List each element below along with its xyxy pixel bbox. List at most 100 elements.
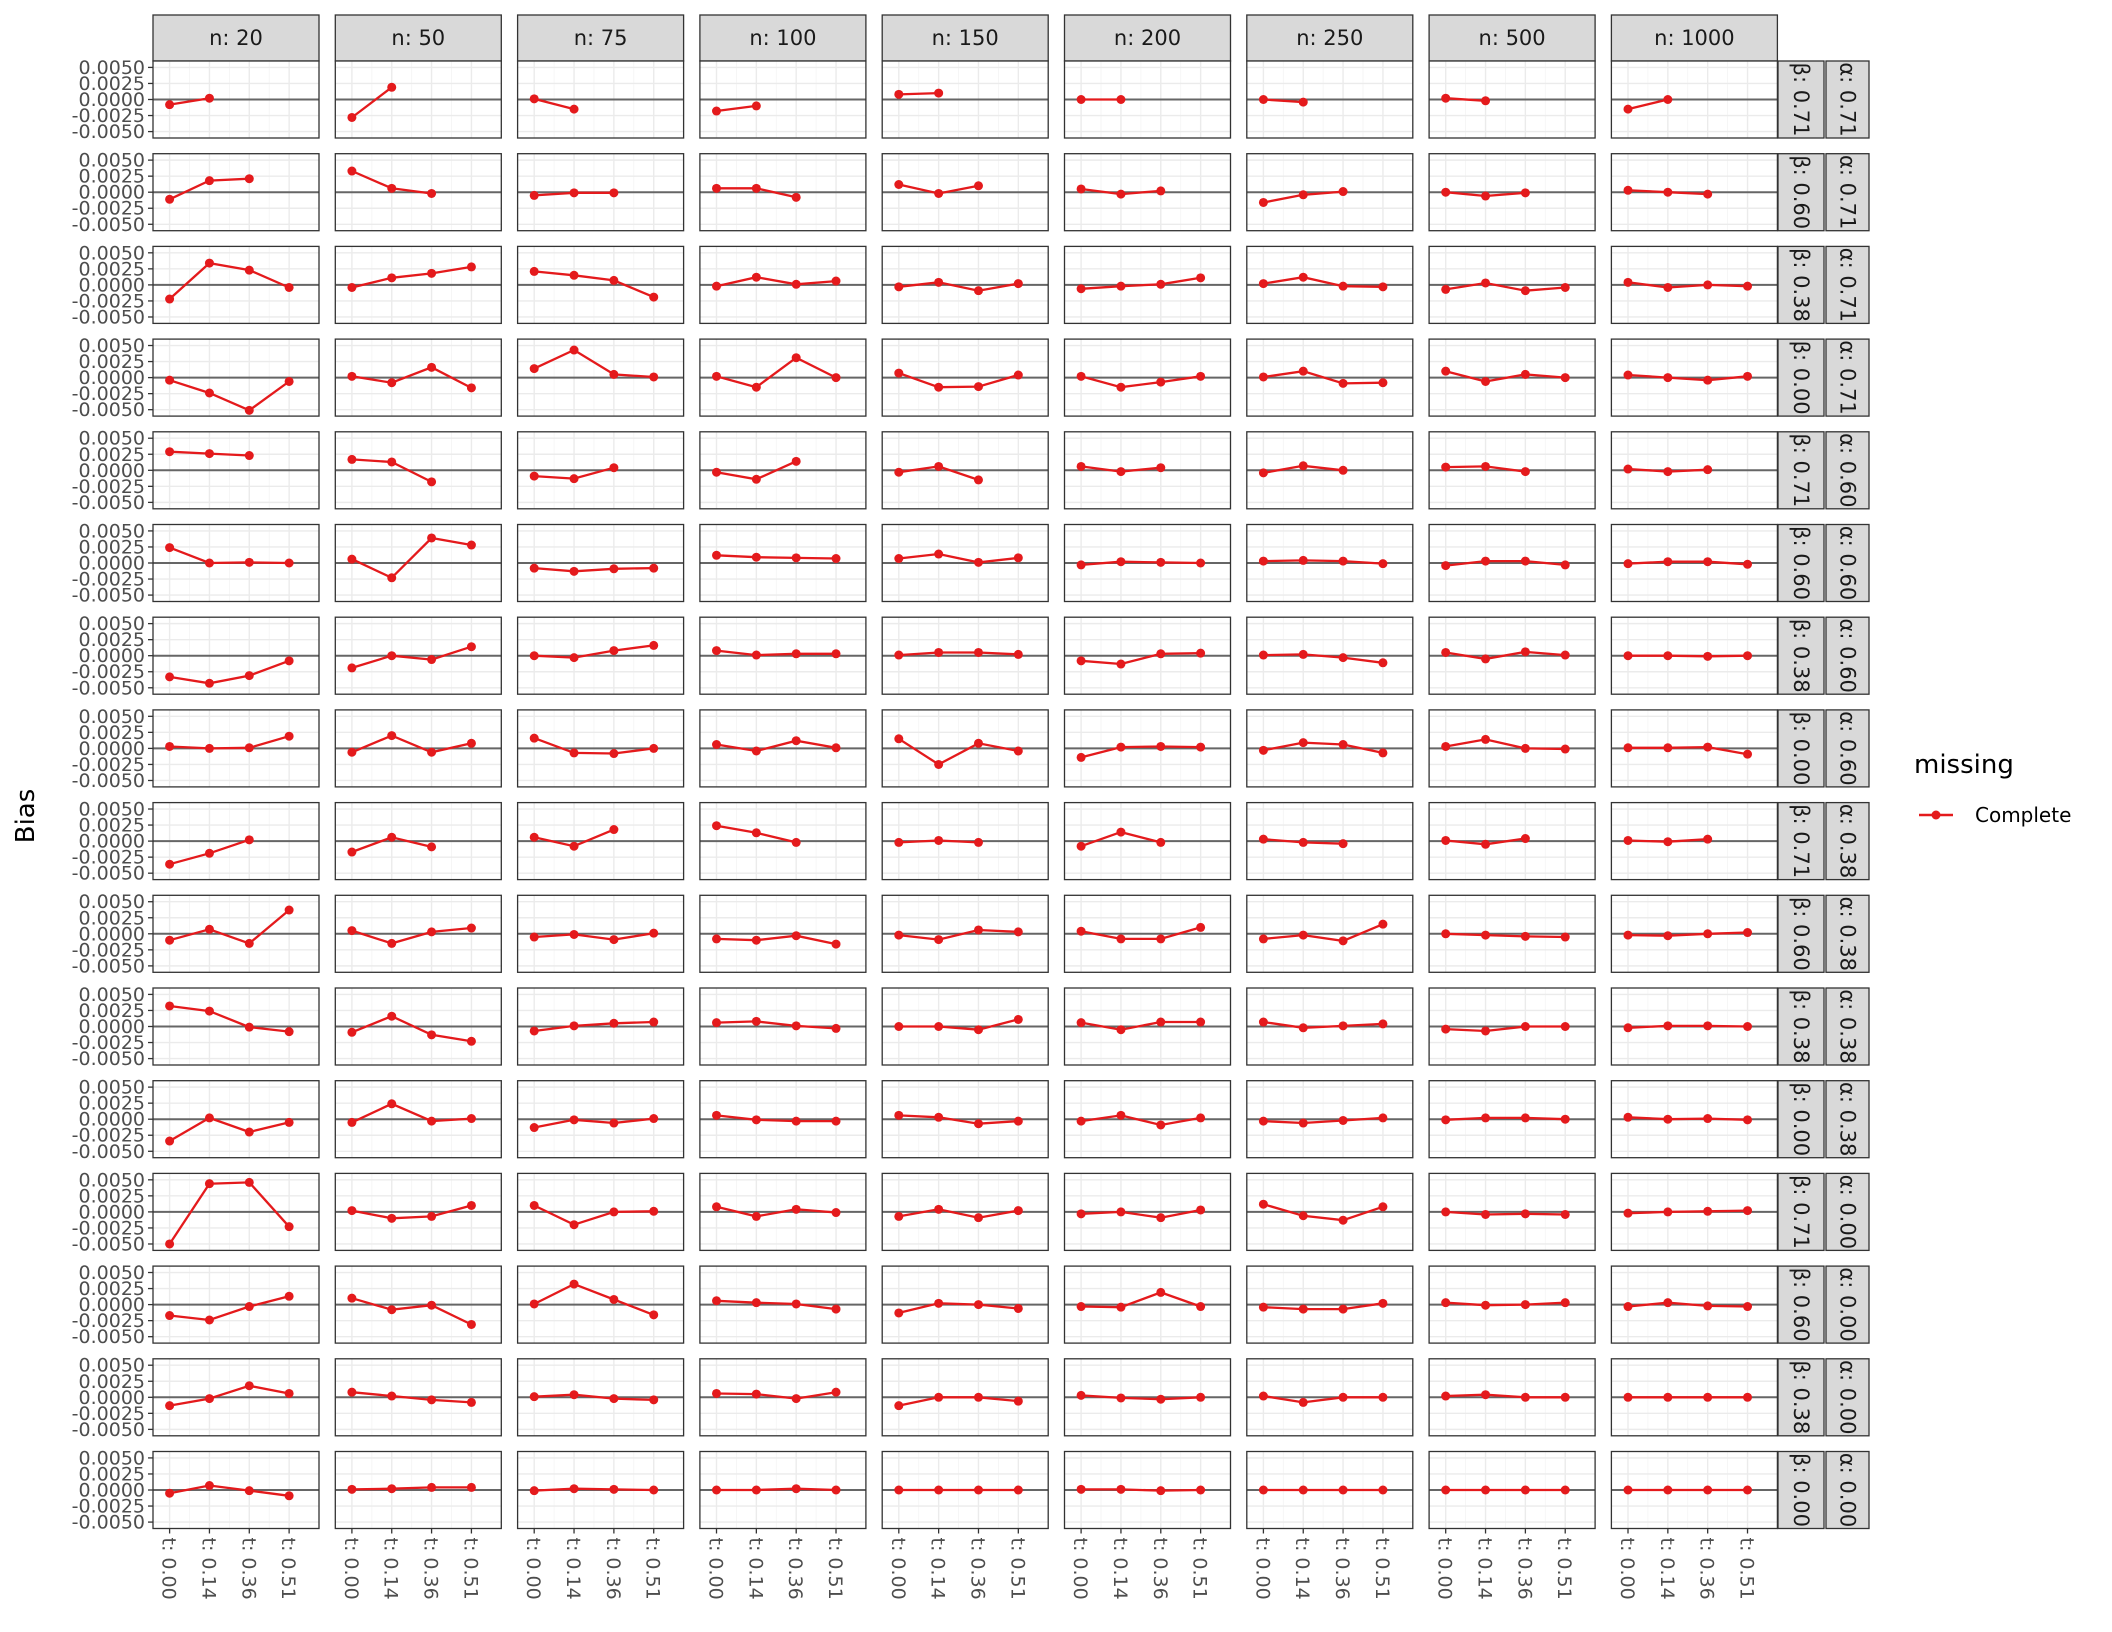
data-point: [831, 373, 841, 383]
panel: [881, 431, 1049, 510]
x-tick-label: t: 0.51: [642, 1538, 664, 1600]
data-point: [1703, 189, 1713, 199]
row-strip-beta-label: β: 0.60: [1789, 526, 1813, 600]
data-point: [1441, 561, 1451, 571]
series-line: [169, 97, 210, 106]
data-point: [347, 282, 357, 292]
y-tick-label: 0.0025: [79, 73, 145, 95]
x-tick-label: t: 0.14: [1109, 1538, 1131, 1600]
panel: [152, 338, 320, 417]
data-point: [1520, 467, 1530, 477]
data-point: [894, 1022, 904, 1031]
data-point: [1076, 1116, 1086, 1126]
data-point: [973, 557, 983, 567]
y-tick-label: 0.0025: [79, 444, 145, 466]
y-tick-label: -0.0025: [72, 1125, 145, 1147]
panel-border: [1428, 60, 1596, 139]
row-strip-alpha: [1825, 1450, 1870, 1530]
data-point: [649, 928, 659, 938]
data-point: [934, 647, 944, 657]
data-point: [204, 1394, 214, 1404]
panel: [1610, 987, 1779, 1066]
row-strip-beta-label: β: 0.38: [1789, 619, 1813, 693]
panel: [1246, 1358, 1414, 1437]
panel: [881, 1265, 1049, 1344]
series-line: [898, 1018, 1019, 1031]
y-tick-label: 0.0000: [79, 738, 145, 760]
panel-border: [1428, 1358, 1596, 1437]
data-point: [1196, 1017, 1206, 1027]
panel: [1246, 1080, 1414, 1159]
x-tick-label: t: 0.51: [1736, 1538, 1758, 1600]
column-strip-label: n: 500: [1479, 26, 1546, 50]
series-line: [716, 1299, 837, 1311]
panel: [516, 987, 685, 1066]
series-line: [1263, 276, 1383, 288]
series-line: [351, 1014, 472, 1043]
series-line: [1080, 926, 1201, 941]
series-line: [169, 735, 290, 750]
panel-border: [1246, 523, 1414, 603]
y-tick-label: 0.0050: [79, 1447, 145, 1469]
panel-border: [699, 523, 867, 603]
data-point: [165, 447, 175, 457]
panel-border: [699, 1358, 867, 1437]
panel: [516, 431, 685, 510]
data-point: [347, 663, 357, 673]
data-point: [1298, 738, 1308, 748]
data-point: [1298, 649, 1308, 659]
data-point: [1156, 934, 1166, 944]
data-point: [347, 112, 357, 122]
panel: [881, 709, 1049, 788]
data-point: [1196, 1113, 1206, 1123]
series-line: [1081, 1291, 1201, 1309]
data-point: [1703, 465, 1713, 475]
y-tick-label: -0.0050: [72, 1141, 145, 1163]
row-strip-beta: [1777, 523, 1825, 603]
y-tick-label: 0.0000: [79, 1016, 145, 1038]
row-strip-alpha: [1825, 616, 1870, 695]
data-point: [1743, 651, 1753, 661]
panel: [1246, 523, 1414, 603]
data-point: [244, 1127, 254, 1137]
data-point: [712, 183, 721, 193]
series-line: [169, 1004, 290, 1033]
panel: [1246, 1172, 1414, 1252]
data-point: [973, 1025, 983, 1035]
data-point: [1560, 744, 1570, 754]
series-line: [533, 737, 654, 755]
data-point: [284, 656, 294, 666]
x-tick-label: t: 0.51: [277, 1538, 299, 1600]
data-point: [791, 1021, 801, 1031]
row-strip-beta-label: β: 0.71: [1789, 804, 1813, 878]
data-point: [284, 731, 294, 741]
data-point: [1520, 1485, 1530, 1495]
row-strip-beta-label: β: 0.38: [1789, 1360, 1813, 1434]
data-point: [1560, 650, 1570, 660]
data-point: [387, 378, 397, 388]
data-point: [1743, 1302, 1753, 1312]
panel: [1428, 153, 1596, 232]
panel: [334, 338, 502, 417]
row-strip-beta-label: β: 0.38: [1789, 248, 1813, 322]
row-strip-beta: [1777, 616, 1825, 695]
data-point: [1743, 1206, 1753, 1216]
y-tick-label: -0.0025: [72, 383, 145, 405]
x-tick-label: t: 0.36: [602, 1538, 624, 1600]
panel: [1428, 523, 1596, 603]
y-tick-label: 0.0000: [79, 1480, 145, 1502]
data-point: [284, 1027, 294, 1037]
data-point: [934, 1298, 944, 1308]
data-point: [1560, 1392, 1570, 1402]
panel-border: [1063, 523, 1232, 603]
data-point: [1743, 371, 1753, 381]
panel-border: [152, 1358, 320, 1437]
data-point: [791, 353, 801, 363]
panel: [516, 616, 685, 695]
series-line: [169, 659, 290, 685]
data-point: [1196, 922, 1206, 932]
data-point: [751, 272, 761, 282]
panel: [1246, 431, 1414, 510]
data-point: [1338, 556, 1348, 566]
panel-border: [334, 245, 502, 325]
